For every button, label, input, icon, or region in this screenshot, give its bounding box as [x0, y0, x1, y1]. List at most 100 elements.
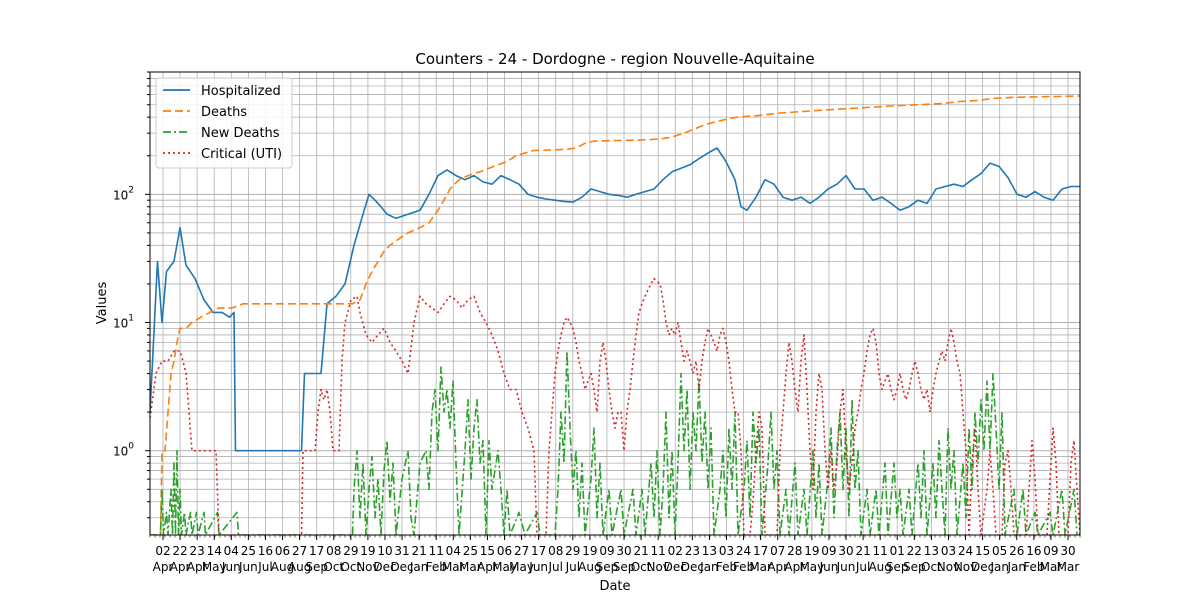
series-line-deaths	[150, 95, 1080, 535]
legend-label: Deaths	[201, 105, 247, 120]
x-tick-month: Nov	[954, 560, 977, 574]
legend: Hospitalized Deaths New Deaths Critical (UT…	[155, 77, 293, 169]
x-tick-month: Sep	[305, 560, 328, 574]
x-tick-day: 11	[429, 544, 444, 558]
x-tick-month: May	[202, 560, 227, 574]
x-tick-day: 19	[582, 544, 597, 558]
x-tick-day: 10	[377, 544, 392, 558]
x-tick-month: Apr	[187, 560, 208, 574]
x-tick-day: 06	[497, 544, 512, 558]
x-tick-month: Jan	[409, 560, 429, 574]
x-tick-day: 03	[941, 544, 956, 558]
x-tick-month: Apr	[767, 560, 788, 574]
x-tick-day: 15	[975, 544, 990, 558]
x-tick-day: 22	[907, 544, 922, 558]
x-tick-day: 27	[514, 544, 529, 558]
x-tick-month: Feb	[1023, 560, 1044, 574]
x-tick-day: 17	[531, 544, 546, 558]
y-axis-label: Values	[95, 282, 110, 325]
x-tick-day: 09	[599, 544, 614, 558]
legend-box	[155, 77, 293, 169]
x-tick-day: 09	[1043, 544, 1058, 558]
x-tick-day: 13	[924, 544, 939, 558]
x-tick-day: 29	[343, 544, 358, 558]
x-tick-day: 01	[890, 544, 905, 558]
x-tick-month: Oct	[921, 560, 942, 574]
x-tick-day: 04	[446, 544, 461, 558]
x-tick-month: Jan	[699, 560, 719, 574]
x-tick-month: Feb	[733, 560, 754, 574]
x-tick-day: 30	[838, 544, 853, 558]
x-tick-month: Jul	[855, 560, 870, 574]
x-tick-month: Jun	[221, 560, 241, 574]
x-tick-day: 25	[241, 544, 256, 558]
x-tick-month: Mar	[749, 560, 772, 574]
x-tick-day: 29	[565, 544, 580, 558]
x-tick-day: 16	[258, 544, 273, 558]
x-tick-day: 11	[873, 544, 888, 558]
series-line-critical-uti	[150, 277, 1080, 535]
x-tick-month: Dec	[664, 560, 687, 574]
x-tick-month: Oct	[323, 560, 344, 574]
x-tick-month: Mar	[459, 560, 482, 574]
x-tick-month: Oct	[340, 560, 361, 574]
x-tick-month: Jul	[547, 560, 562, 574]
x-tick-month: Dec	[373, 560, 396, 574]
x-tick-day: 30	[616, 544, 631, 558]
x-tick-month: Nov	[937, 560, 960, 574]
plot-area	[149, 71, 1081, 536]
x-tick-month: Sep	[613, 560, 636, 574]
legend-label: New Deaths	[201, 126, 280, 141]
x-tick-day: 08	[326, 544, 341, 558]
x-tick-month: Jan	[989, 560, 1009, 574]
x-axis-label: Date	[599, 579, 630, 594]
x-tick-day: 08	[548, 544, 563, 558]
legend-label: Critical (UTI)	[201, 147, 282, 162]
x-tick-month: Jun	[819, 560, 839, 574]
x-tick-month: May	[799, 560, 824, 574]
x-tick-month: Jun	[238, 560, 258, 574]
x-tick-month: Dec	[390, 560, 413, 574]
x-tick-month: Aug	[868, 560, 891, 574]
x-tick-day: 06	[275, 544, 290, 558]
x-tick-month: Feb	[716, 560, 737, 574]
x-tick-month: Dec	[681, 560, 704, 574]
x-tick-month: Sep	[886, 560, 909, 574]
series-line-new-deaths	[150, 350, 1078, 535]
x-tick-month: Feb	[426, 560, 447, 574]
x-tick-day: 02	[155, 544, 170, 558]
x-tick-month: Apr	[170, 560, 191, 574]
x-tick-day: 11	[651, 544, 666, 558]
x-tick-month: Jul	[257, 560, 272, 574]
x-tick-month: Mar	[442, 560, 465, 574]
x-tick-month: May	[509, 560, 534, 574]
x-tick-month: Jun	[528, 560, 548, 574]
x-tick-day: 24	[736, 544, 751, 558]
x-tick-day: 13	[702, 544, 717, 558]
grid	[150, 71, 1080, 535]
x-axis: 02Apr22Apr23Apr14May04Jun25Jun16Jul06Aug…	[149, 535, 1081, 574]
x-tick-month: Nov	[356, 560, 379, 574]
x-tick-month: Aug	[271, 560, 294, 574]
x-tick-month: Mar	[1040, 560, 1063, 574]
x-tick-day: 24	[958, 544, 973, 558]
x-tick-day: 04	[224, 544, 239, 558]
x-tick-month: Dec	[971, 560, 994, 574]
x-tick-day: 26	[1009, 544, 1024, 558]
x-tick-month: Apr	[153, 560, 174, 574]
x-tick-day: 05	[992, 544, 1007, 558]
series-line-hospitalized	[150, 147, 1080, 452]
x-tick-month: Oct	[631, 560, 652, 574]
x-tick-day: 21	[633, 544, 648, 558]
x-tick-day: 25	[463, 544, 478, 558]
x-tick-month: Jun	[836, 560, 856, 574]
x-tick-month: Aug	[578, 560, 601, 574]
x-tick-day: 02	[668, 544, 683, 558]
x-tick-month: May	[492, 560, 517, 574]
legend-label: Hospitalized	[201, 84, 281, 99]
x-tick-day: 15	[480, 544, 495, 558]
x-tick-day: 14	[207, 544, 222, 558]
x-tick-day: 09	[821, 544, 836, 558]
x-tick-day: 03	[719, 544, 734, 558]
x-tick-day: 23	[685, 544, 700, 558]
